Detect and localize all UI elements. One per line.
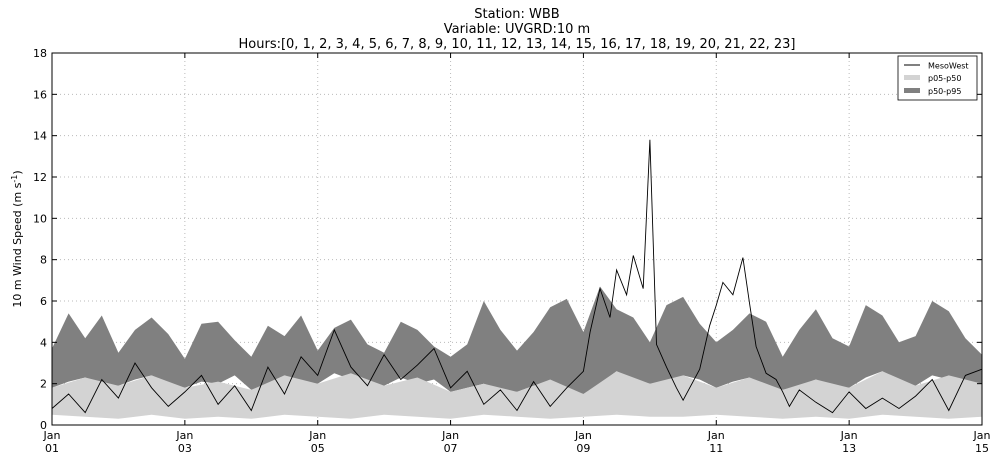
y-tick-label: 12	[33, 171, 47, 184]
y-axis-label: 10 m Wind Speed (m s-1)	[10, 170, 24, 307]
x-tick-day: 05	[311, 442, 325, 455]
band-p50-p95	[52, 286, 982, 394]
x-tick-day: 01	[45, 442, 59, 455]
x-tick-day: 13	[842, 442, 856, 455]
legend: MesoWest p05-p50 p50-p95	[897, 55, 978, 101]
x-tick-month: Jan	[308, 429, 326, 442]
x-tick-month: Jan	[707, 429, 725, 442]
title-line-3: Hours:[0, 1, 2, 3, 4, 5, 6, 7, 8, 9, 10,…	[239, 37, 796, 52]
y-tick-label: 4	[40, 336, 47, 349]
y-tick-label: 16	[33, 88, 47, 101]
x-tick-month: Jan	[441, 429, 459, 442]
legend-swatch-p05-p50	[904, 75, 920, 80]
x-tick-month: Jan	[840, 429, 858, 442]
x-tick-month: Jan	[175, 429, 193, 442]
chart-title: Station: WBB Variable: UVGRD:10 m Hours:…	[239, 7, 796, 52]
y-tick-label: 0	[40, 419, 47, 432]
y-tick-label: 14	[33, 130, 47, 143]
y-axis-ticks: 0 2 4 6 8 10 12 14 16 18	[33, 47, 982, 432]
x-tick-day: 07	[444, 442, 458, 455]
legend-label-p50-p95: p50-p95	[928, 87, 961, 96]
x-tick-month: Jan	[574, 429, 592, 442]
x-tick-day: 15	[975, 442, 989, 455]
y-axis-label-close: )	[11, 170, 24, 174]
y-tick-label: 6	[40, 295, 47, 308]
title-line-2: Variable: UVGRD:10 m	[444, 22, 590, 37]
y-tick-label: 10	[33, 212, 47, 225]
x-tick-day: 03	[178, 442, 192, 455]
x-tick-month: Jan	[973, 429, 991, 442]
y-tick-label: 2	[40, 378, 47, 391]
x-tick-day: 11	[709, 442, 723, 455]
mesowest-line	[51, 139, 983, 414]
x-tick-day: 09	[576, 442, 590, 455]
title-line-1: Station: WBB	[474, 7, 559, 22]
legend-swatch-p50-p95	[904, 88, 920, 93]
x-tick-month: Jan	[43, 429, 61, 442]
y-axis-label-unit-sup: -1	[10, 175, 19, 183]
legend-label-p05-p50: p05-p50	[928, 74, 961, 83]
y-axis-label-main: 10 m Wind Speed (m s	[11, 182, 24, 307]
y-tick-label: 8	[40, 254, 47, 267]
plot-frame	[51, 52, 983, 426]
legend-label-mesowest: MesoWest	[928, 62, 969, 71]
percentile-bands	[52, 286, 982, 419]
y-tick-label: 18	[33, 47, 47, 60]
observation-series	[51, 139, 983, 414]
band-p05-p50	[52, 371, 982, 419]
